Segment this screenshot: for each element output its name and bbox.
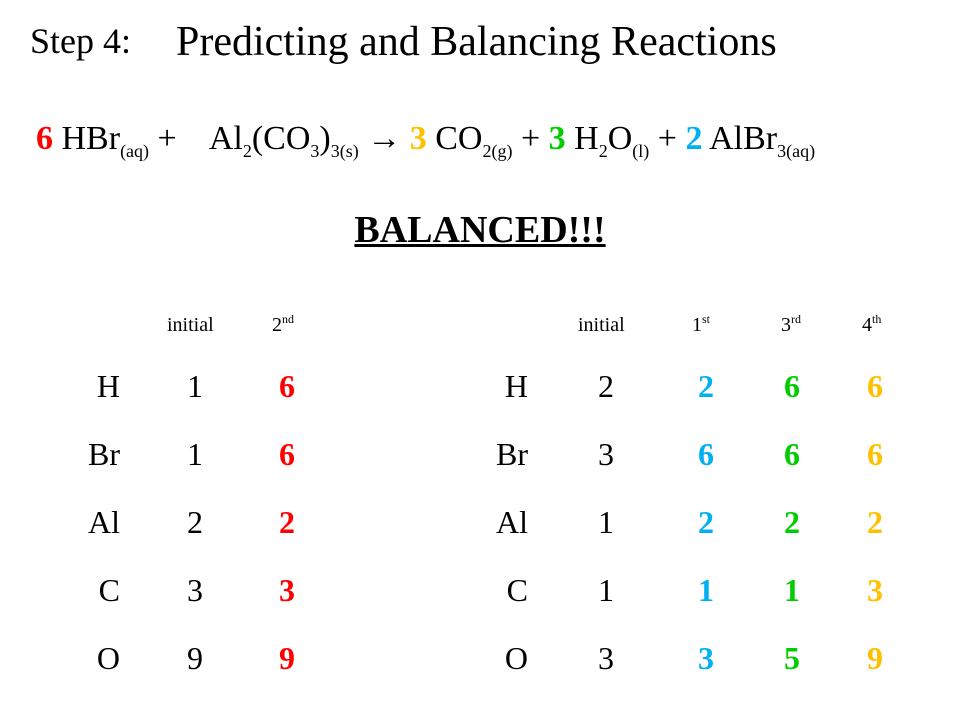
left-element-label: Br [88, 436, 120, 472]
reactant-al: Al [208, 120, 243, 157]
plus-sign: + [157, 120, 177, 157]
right-element-label: O [504, 640, 528, 676]
left-initial-count: 9 [187, 640, 203, 676]
left-initial-count: 1 [187, 368, 203, 404]
product-h: H [574, 120, 599, 157]
left-initial-count: 1 [187, 436, 203, 472]
right-initial-count: 3 [598, 640, 614, 676]
left-initial-count: 3 [187, 572, 203, 608]
subscript-o: 3 [310, 141, 320, 161]
state-h2o: (l) [632, 141, 650, 161]
subscript-al: 2 [242, 141, 252, 161]
right-initial-count: 3 [598, 436, 614, 472]
reactant-hbr: HBr [61, 120, 121, 157]
left-element-label: H [96, 368, 120, 404]
left-second-count: 6 [279, 436, 295, 472]
left-element-label: O [96, 640, 120, 676]
plus-sign: + [520, 120, 541, 157]
right-fourth-count: 3 [867, 572, 883, 608]
right-third-count: 6 [784, 436, 800, 472]
right-element-label: H [504, 368, 528, 404]
right-first-count: 2 [698, 504, 714, 540]
left-second-count: 3 [279, 572, 295, 608]
left-header-second: 2nd [272, 312, 294, 336]
right-fourth-count: 6 [867, 368, 883, 404]
yield-arrow-icon: → [367, 120, 402, 157]
right-first-count: 6 [698, 436, 714, 472]
coefficient-h2o: 3 [548, 120, 566, 157]
subscript-h: 2 [598, 141, 608, 161]
right-third-count: 1 [784, 572, 800, 608]
right-initial-count: 1 [598, 572, 614, 608]
state-hbr: (aq) [120, 141, 150, 161]
right-header-fourth: 4th [862, 312, 882, 336]
left-second-count: 2 [279, 504, 295, 540]
product-o: O [607, 120, 633, 157]
right-element-label: Al [496, 504, 528, 540]
step-label: Step 4: [30, 21, 132, 61]
right-first-count: 3 [698, 640, 714, 676]
left-second-count: 9 [279, 640, 295, 676]
coefficient-albr3: 2 [685, 120, 703, 157]
reactant-co-group: (CO [251, 120, 311, 157]
right-third-count: 2 [784, 504, 800, 540]
right-fourth-count: 2 [867, 504, 883, 540]
right-initial-count: 2 [598, 368, 614, 404]
right-third-count: 5 [784, 640, 800, 676]
right-header-third: 3rd [781, 312, 801, 336]
product-co2: CO [435, 120, 483, 157]
balanced-status: BALANCED!!! [354, 209, 606, 251]
right-element-label: Br [496, 436, 528, 472]
state-al2co3: 3(s) [330, 141, 359, 161]
right-fourth-count: 6 [867, 436, 883, 472]
right-header-initial: initial [578, 314, 625, 336]
reactant-paren: ) [319, 120, 331, 157]
plus-sign: + [657, 120, 677, 157]
right-initial-count: 1 [598, 504, 614, 540]
right-fourth-count: 9 [867, 640, 883, 676]
left-initial-count: 2 [187, 504, 203, 540]
coefficient-co2: 3 [409, 120, 427, 157]
slide-title: Predicting and Balancing Reactions [176, 19, 777, 65]
state-co2: 2(g) [482, 141, 513, 161]
left-element-label: Al [88, 504, 120, 540]
right-first-count: 1 [698, 572, 714, 608]
right-element-label: C [506, 572, 528, 608]
left-element-label: C [98, 572, 120, 608]
state-albr3: 3(aq) [777, 141, 816, 161]
left-second-count: 6 [279, 368, 295, 404]
product-albr: AlBr [709, 120, 778, 157]
right-first-count: 2 [698, 368, 714, 404]
coefficient-hbr: 6 [36, 120, 53, 157]
right-header-first: 1st [692, 312, 711, 336]
left-header-initial: initial [167, 314, 214, 336]
right-third-count: 6 [784, 368, 800, 404]
chemical-equation: 6 HBr(aq) + Al2(CO3)3(s) → 3 CO2(g) + 3 … [36, 120, 816, 161]
